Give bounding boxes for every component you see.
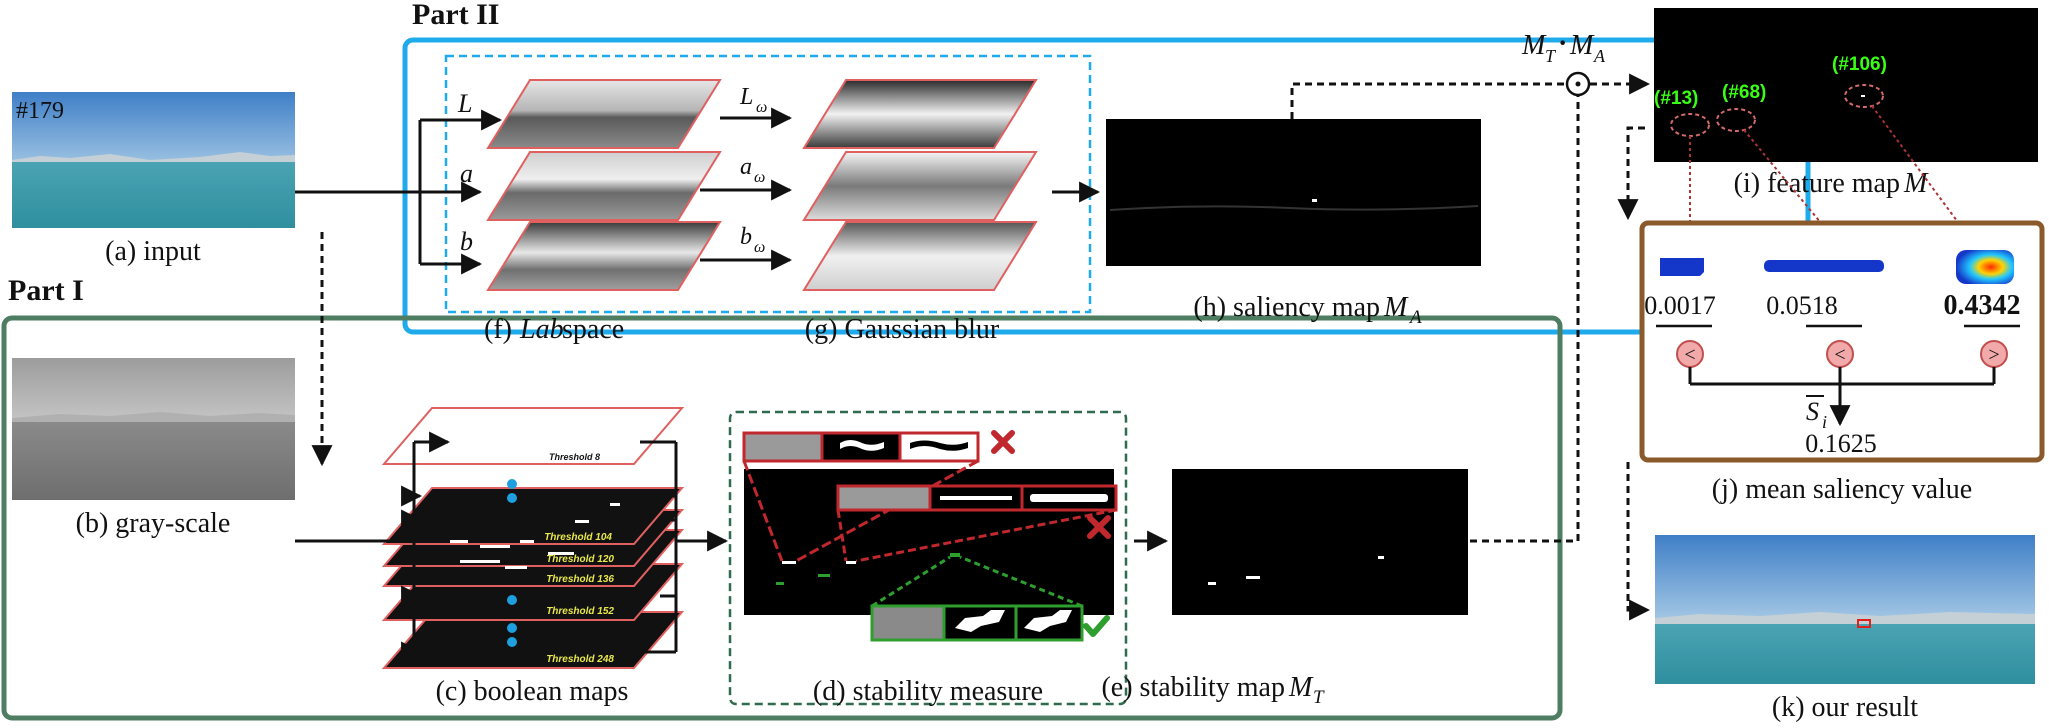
compare-symbol: < [1834, 344, 1845, 366]
svg-text:a: a [740, 154, 752, 180]
svg-text:ω: ω [754, 169, 765, 186]
part2-frame [402, 37, 1811, 335]
svg-text:A: A [1593, 46, 1606, 66]
result-caption: (k) our result [1772, 692, 1918, 723]
gray-image [12, 358, 295, 500]
svg-text:L: L [739, 84, 753, 110]
compare-circles: < < > [1676, 340, 2008, 368]
lab-channel-L: L [457, 89, 472, 118]
threshold-label: Threshold 248 [546, 654, 614, 665]
stability-map-caption: (e) stability map [1101, 672, 1285, 703]
input-caption: (a) input [105, 236, 201, 267]
lab-caption-italic: Lab [519, 314, 564, 345]
lab-channel-b: b [460, 227, 473, 256]
threshold-label: Threshold 120 [546, 554, 614, 565]
svg-text:·: · [1558, 28, 1567, 59]
gaussian-channel-labels: L ω a ω b ω [739, 84, 767, 256]
threshold-label: Threshold 152 [546, 606, 614, 617]
mean-value: 0.0518 [1766, 291, 1838, 320]
svg-text:ω: ω [756, 99, 767, 116]
stability-map-subscript: T [1313, 687, 1325, 708]
saliency-map-image [1106, 119, 1481, 266]
svg-text:M: M [1521, 30, 1547, 61]
result-image [1655, 535, 2035, 684]
saliency-hotspot [1312, 199, 1317, 202]
accepted-candidate-strip [870, 555, 1084, 642]
flow-arrows [295, 107, 1169, 663]
threshold-label: Threshold 8 [549, 452, 600, 462]
lab-caption-prefix: (f) [484, 314, 512, 345]
lab-space-stack [486, 79, 722, 291]
reject-icon [991, 430, 1015, 454]
product-label: M T · M A [1521, 28, 1606, 66]
candidate-blobs [776, 553, 960, 585]
stability-map-symbol: M [1288, 672, 1314, 703]
reject-icon [1087, 515, 1111, 539]
svg-text:M: M [1569, 30, 1595, 61]
svg-text:T: T [1545, 46, 1557, 66]
input-image [12, 92, 295, 228]
gray-caption: (b) gray-scale [76, 508, 231, 539]
rejected-candidate-strip [836, 484, 1118, 563]
feature-map-symbol: M [1903, 168, 1929, 199]
rejected-candidate-strip [742, 431, 980, 563]
lab-caption-suffix: space [562, 314, 624, 345]
frame-tag: #179 [16, 98, 64, 124]
feature-tag: (#13) [1654, 88, 1698, 109]
detection-box [1857, 619, 1871, 628]
saliency-caption: (h) saliency map [1193, 292, 1380, 323]
stability-map-blobs [1208, 556, 1384, 585]
odot-operator-icon [1565, 71, 1591, 97]
threshold-dots [507, 479, 517, 647]
boolean-caption: (c) boolean maps [436, 676, 629, 707]
feature-tags: (#13) (#68) (#106) [1654, 54, 1887, 109]
feature-map-image [1654, 8, 2038, 162]
lab-channel-a: a [460, 159, 473, 188]
part1-frame [1, 315, 1563, 721]
threshold-label: Threshold 104 [544, 532, 612, 543]
mean-values: 0.0017 0.0518 0.4342 [1644, 290, 2020, 321]
mean-value: 0.0017 [1644, 291, 1716, 320]
part2-title: Part II [412, 0, 499, 31]
feature-tag: (#106) [1832, 54, 1887, 75]
feature-tag: (#68) [1722, 82, 1766, 103]
compare-symbol: < [1684, 344, 1695, 366]
mean-value: 0.4342 [1944, 290, 2021, 321]
saliency-symbol: M [1383, 292, 1409, 323]
accept-check-icon [1083, 615, 1110, 637]
gaussian-blur-stack [802, 79, 1038, 291]
svg-text:b: b [740, 224, 752, 250]
part1-title: Part I [8, 274, 84, 307]
blob-thumbnails [1660, 250, 2014, 284]
svg-text:i: i [1822, 412, 1827, 432]
threshold-labels: Threshold 8 Threshold 104 Threshold 120 … [544, 452, 614, 665]
threshold-label: Threshold 136 [546, 574, 614, 585]
boolean-map-stack [381, 407, 685, 669]
dashed-flow-arrows [311, 73, 1651, 621]
stability-measure-frame [728, 410, 1128, 706]
mean-saliency-result: 0.1625 [1805, 429, 1877, 458]
gauss-caption: (g) Gaussian blur [805, 314, 1000, 345]
mean-symbol: S i [1806, 395, 1827, 432]
stability-map-image [1172, 469, 1468, 615]
compare-symbol: > [1988, 344, 1999, 366]
feature-map-caption: (i) feature map [1734, 168, 1900, 199]
svg-text:S: S [1806, 397, 1819, 426]
svg-text:ω: ω [754, 239, 765, 256]
stability-measure-caption: (d) stability measure [813, 676, 1043, 707]
saliency-subscript: A [1408, 307, 1422, 328]
compare-connectors [1688, 367, 1996, 427]
mean-saliency-caption: (j) mean saliency value [1712, 474, 1972, 505]
